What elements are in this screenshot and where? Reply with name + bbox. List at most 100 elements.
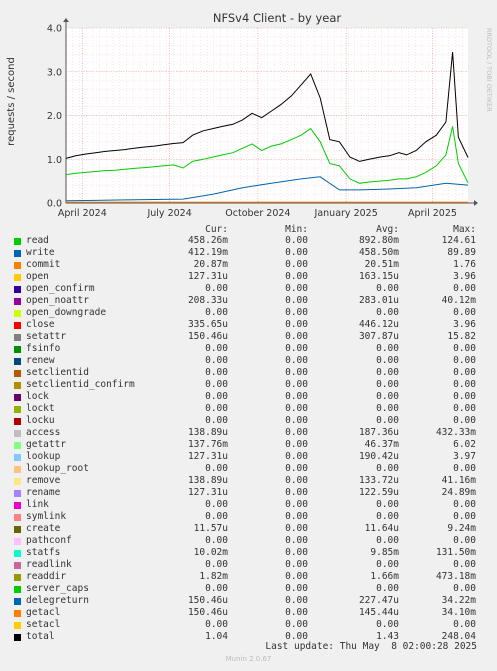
legend-value-avg: 0.00 <box>376 355 399 366</box>
legend-row: open 127.31u 0.00 163.15u 3.96 <box>0 271 497 283</box>
legend-swatch <box>14 466 21 473</box>
legend-swatch <box>14 538 21 545</box>
legend-value-cur: 0.00 <box>205 499 228 510</box>
legend-value-max: 24.89m <box>441 487 476 498</box>
x-tick-label: July 2024 <box>146 208 191 219</box>
legend-value-avg: 190.42u <box>358 451 399 462</box>
legend-value-avg: 187.36u <box>358 427 399 438</box>
legend-value-min: 0.00 <box>285 283 308 294</box>
legend-value-cur: 0.00 <box>205 355 228 366</box>
legend-value-max: 248.04 <box>441 631 476 642</box>
legend-value-avg: 1.66m <box>370 571 399 582</box>
legend-value-cur: 1.82m <box>199 571 228 582</box>
legend-swatch <box>14 478 21 485</box>
legend-swatch <box>14 250 21 257</box>
x-tick-label: January 2025 <box>314 208 378 219</box>
legend-swatch <box>14 370 21 377</box>
legend-swatch <box>14 358 21 365</box>
legend-value-max: 473.18m <box>435 571 476 582</box>
legend-value-cur: 20.87m <box>193 259 228 270</box>
legend-series-name: locku <box>26 415 55 426</box>
legend-value-max: 40.12m <box>441 295 476 306</box>
legend-value-cur: 0.00 <box>205 415 228 426</box>
legend-swatch <box>14 310 21 317</box>
legend-value-avg: 892.80m <box>358 235 399 246</box>
legend-row: lookup 127.31u 0.00 190.42u 3.97 <box>0 451 497 463</box>
legend-row: readlink 0.00 0.00 0.00 0.00 <box>0 559 497 571</box>
y-tick-label: 4.0 <box>47 24 62 35</box>
legend-value-min: 0.00 <box>285 499 308 510</box>
legend-value-avg: 163.15u <box>358 271 399 282</box>
legend-swatch <box>14 286 21 293</box>
legend-series-name: open <box>26 271 49 282</box>
x-tick-label: April 2024 <box>58 208 107 219</box>
legend-value-cur: 0.00 <box>205 379 228 390</box>
legend-row: rename 127.31u 0.00 122.59u 24.89m <box>0 487 497 499</box>
legend-value-min: 0.00 <box>285 379 308 390</box>
legend-swatch <box>14 430 21 437</box>
legend-swatch <box>14 514 21 521</box>
legend-series-name: getacl <box>26 607 61 618</box>
legend-value-min: 0.00 <box>285 403 308 414</box>
legend-series-name: renew <box>26 355 55 366</box>
legend-row: lockt 0.00 0.00 0.00 0.00 <box>0 403 497 415</box>
legend-value-min: 0.00 <box>285 511 308 522</box>
legend-value-max: 34.10m <box>441 607 476 618</box>
legend-swatch <box>14 322 21 329</box>
legend-value-cur: 335.65u <box>187 319 228 330</box>
legend-series-name: pathconf <box>26 535 72 546</box>
legend-value-cur: 10.02m <box>193 547 228 558</box>
legend-swatch <box>14 550 21 557</box>
legend-value-min: 0.00 <box>285 355 308 366</box>
legend-value-max: 0.00 <box>453 343 476 354</box>
legend-value-avg: 283.01u <box>358 295 399 306</box>
legend-value-max: 0.00 <box>453 355 476 366</box>
legend-header: Cur: Min: Avg: Max: <box>0 224 497 236</box>
y-axis-arrow <box>63 18 69 22</box>
legend-swatch <box>14 502 21 509</box>
legend-row: open_noattr 208.33u 0.00 283.01u 40.12m <box>0 295 497 307</box>
legend-value-max: 124.61 <box>441 235 476 246</box>
legend-value-max: 0.00 <box>453 415 476 426</box>
legend-value-avg: 0.00 <box>376 391 399 402</box>
legend-value-max: 131.50m <box>435 547 476 558</box>
legend-value-max: 432.33m <box>435 427 476 438</box>
legend-value-min: 0.00 <box>285 343 308 354</box>
legend-value-avg: 20.51m <box>364 259 399 270</box>
legend-series-name: rename <box>26 487 61 498</box>
chart-title: NFSv4 Client - by year <box>213 11 342 25</box>
legend-value-cur: 127.31u <box>187 271 228 282</box>
legend-value-avg: 46.37m <box>364 439 399 450</box>
legend-swatch <box>14 586 21 593</box>
legend-value-avg: 133.72u <box>358 475 399 486</box>
legend-value-min: 0.00 <box>285 535 308 546</box>
legend-value-max: 0.00 <box>453 583 476 594</box>
legend-series-name: setattr <box>26 331 67 342</box>
legend-value-cur: 0.00 <box>205 283 228 294</box>
last-update: Last update: Thu May 8 02:00:28 2025 <box>265 641 477 652</box>
legend-value-cur: 138.89u <box>187 427 228 438</box>
legend-series-name: symlink <box>26 511 67 522</box>
legend-value-cur: 0.00 <box>205 583 228 594</box>
legend-value-max: 89.89 <box>447 247 476 258</box>
legend-value-max: 15.82 <box>447 331 476 342</box>
legend-value-min: 0.00 <box>285 295 308 306</box>
legend-series-name: total <box>26 631 55 642</box>
legend-row: setattr 150.46u 0.00 307.87u 15.82 <box>0 331 497 343</box>
legend-value-max: 3.96 <box>453 319 476 330</box>
legend-value-min: 0.00 <box>285 475 308 486</box>
legend-row: setclientid_confirm 0.00 0.00 0.00 0.00 <box>0 379 497 391</box>
legend-row: commit 20.87m 0.00 20.51m 1.76 <box>0 259 497 271</box>
legend-value-cur: 11.57u <box>193 523 228 534</box>
legend-value-avg: 0.00 <box>376 283 399 294</box>
legend-value-cur: 0.00 <box>205 307 228 318</box>
legend-row: lookup_root 0.00 0.00 0.00 0.00 <box>0 463 497 475</box>
legend-column-header: Avg: <box>376 224 399 235</box>
legend-series-name: open_noattr <box>26 295 89 306</box>
legend-swatch <box>14 418 21 425</box>
legend-row: open_confirm 0.00 0.00 0.00 0.00 <box>0 283 497 295</box>
legend-value-avg: 307.87u <box>358 331 399 342</box>
legend-value-min: 0.00 <box>285 559 308 570</box>
legend-value-max: 3.96 <box>453 271 476 282</box>
legend-series-name: open_confirm <box>26 283 95 294</box>
